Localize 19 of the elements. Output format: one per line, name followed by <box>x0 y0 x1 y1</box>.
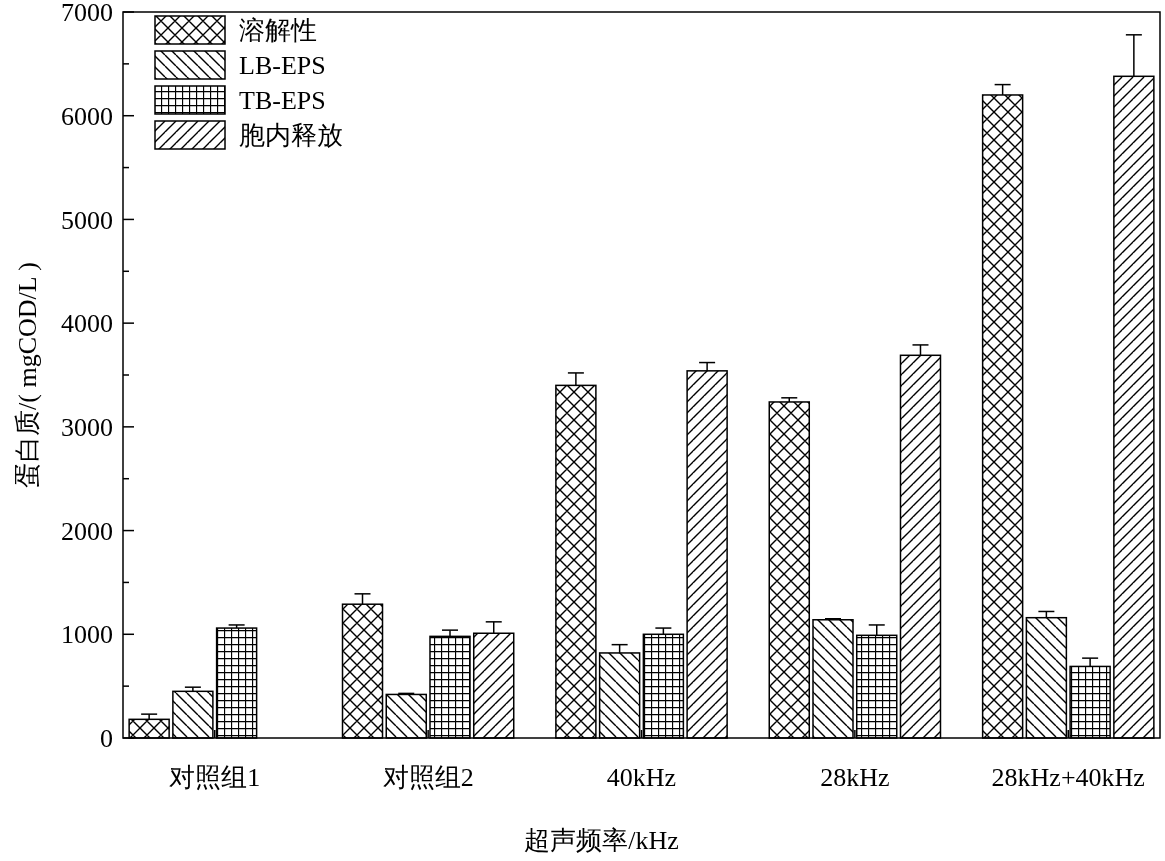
x-tick-label: 40kHz <box>606 763 677 792</box>
legend-label: 胞内释放 <box>239 121 343 151</box>
y-tick-label: 0 <box>100 724 113 754</box>
y-tick-label: 6000 <box>61 101 113 131</box>
y-axis-title: 蛋白质/( mgCOD/L ) <box>13 262 42 488</box>
y-tick-label: 7000 <box>61 0 113 28</box>
x-tick-label: 28kHz+40kHz <box>991 763 1145 792</box>
y-tick-label: 2000 <box>61 516 113 546</box>
x-tick-label: 对照组1 <box>169 763 261 792</box>
x-tick-label: 28kHz <box>820 763 890 792</box>
legend-label: LB-EPS <box>239 51 326 81</box>
y-tick-label: 5000 <box>61 205 113 235</box>
y-tick-label: 1000 <box>61 620 113 650</box>
y-tick-label: 3000 <box>61 412 113 442</box>
legend-label: TB-EPS <box>239 86 326 116</box>
y-tick-label: 4000 <box>61 309 113 339</box>
legend-label: 溶解性 <box>239 16 317 46</box>
x-axis-title: 超声频率/kHz <box>524 826 679 855</box>
x-tick-label: 对照组2 <box>382 763 474 792</box>
